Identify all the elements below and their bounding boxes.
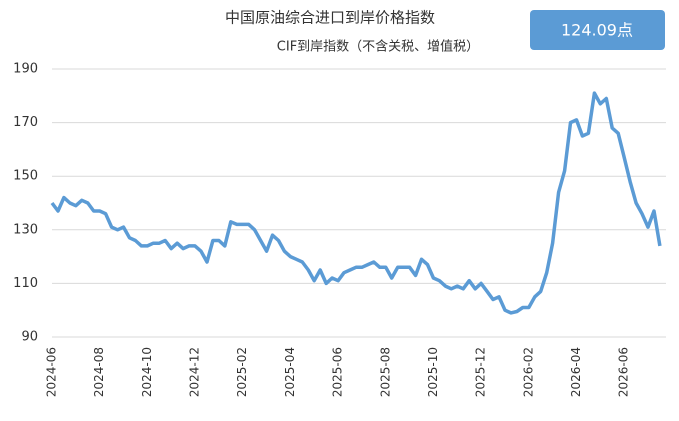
badge — [530, 10, 665, 50]
x-tick-label: 2024-08 — [92, 347, 106, 397]
x-tick-label: 2025-12 — [474, 347, 488, 397]
x-tick-label: 2025-04 — [283, 347, 297, 397]
badge-text: 124.09点 — [561, 21, 633, 40]
x-tick-label: 2026-04 — [569, 347, 583, 397]
y-tick-label: 90 — [21, 330, 38, 345]
x-tick-label: 2026-06 — [617, 347, 631, 397]
x-tick-label: 2024-12 — [188, 347, 202, 397]
x-tick-label: 2025-02 — [235, 347, 249, 397]
x-tick-label: 2025-06 — [331, 347, 345, 397]
line-series — [50, 91, 662, 315]
y-tick-label: 130 — [13, 222, 38, 237]
x-tick-label: 2024-06 — [45, 347, 59, 397]
x-tick-label: 2025-08 — [378, 347, 392, 397]
chart-subtitle: CIF到岸指数（不含关税、增值税） — [277, 39, 479, 55]
x-tick-label: 2026-02 — [521, 347, 535, 397]
chart-title: 中国原油综合进口到岸价格指数 — [225, 9, 435, 27]
y-tick-label: 150 — [13, 169, 38, 184]
x-tick-label: 2025-10 — [426, 347, 440, 397]
x-tick-label: 2024-10 — [140, 347, 154, 397]
y-tick-label: 190 — [13, 62, 38, 77]
y-tick-label: 170 — [13, 115, 38, 130]
y-tick-label: 110 — [13, 276, 38, 291]
